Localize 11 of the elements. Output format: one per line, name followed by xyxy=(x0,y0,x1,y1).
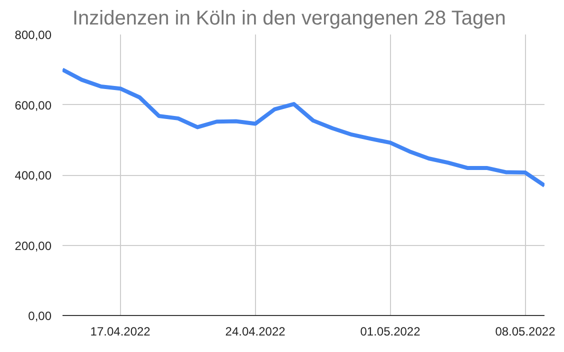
y-tick-label: 400,00 xyxy=(14,168,52,182)
y-tick-label: 600,00 xyxy=(14,98,52,112)
x-tick-label: 24.04.2022 xyxy=(225,324,286,338)
line-series xyxy=(62,68,544,188)
x-tick-label: 17.04.2022 xyxy=(90,324,151,338)
y-tick-label: 800,00 xyxy=(14,28,52,42)
y-tick-label: 200,00 xyxy=(14,238,52,253)
chart-title: Inzidenzen in Köln in den vergangenen 28 Tagen xyxy=(72,8,506,30)
x-tick-label: 08.05.2022 xyxy=(495,324,556,338)
x-tick-label: 01.05.2022 xyxy=(360,324,421,338)
y-tick-label: 0,00 xyxy=(28,309,52,323)
